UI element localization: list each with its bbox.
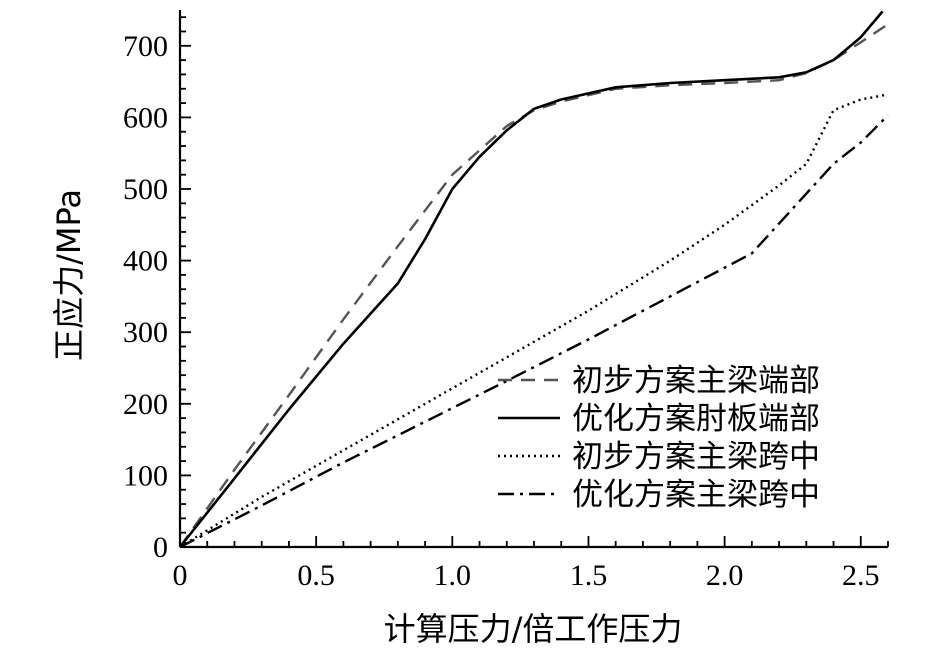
x-tick-label: 0 — [173, 559, 188, 592]
legend-label-3: 初步方案主梁跨中 — [572, 439, 820, 475]
x-axis-title: 计算压力/倍工作压力 — [384, 610, 683, 648]
y-tick-label: 600 — [123, 101, 168, 134]
y-tick-label: 700 — [123, 30, 168, 63]
x-tick-label: 1.0 — [434, 559, 472, 592]
x-tick-label: 1.5 — [570, 559, 608, 592]
plot-lines — [178, 10, 889, 549]
y-axis-title: 正应力/MPa — [50, 189, 88, 361]
series-line-4 — [179, 114, 889, 549]
y-tick-label: 100 — [123, 459, 168, 492]
y-tick-label: 300 — [123, 316, 168, 349]
y-tick-label: 500 — [123, 173, 168, 206]
x-tick-label: 0.5 — [297, 559, 335, 592]
series-line-2 — [178, 10, 884, 548]
legend-label-1: 初步方案主梁端部 — [572, 363, 820, 399]
y-tick-label: 200 — [123, 388, 168, 421]
x-tick-label: 2.0 — [706, 559, 744, 592]
y-tick-label: 400 — [123, 245, 168, 278]
axes: 0 100 200 300 400 500 600 700 0 0.5 1.0 1.5 2.0 2.5 — [123, 10, 889, 592]
legend-label-2: 优化方案肘板端部 — [572, 401, 820, 437]
y-tick-label: 0 — [153, 531, 168, 564]
x-tick-label: 2.5 — [842, 559, 880, 592]
legend-label-4: 优化方案主梁跨中 — [572, 477, 820, 513]
